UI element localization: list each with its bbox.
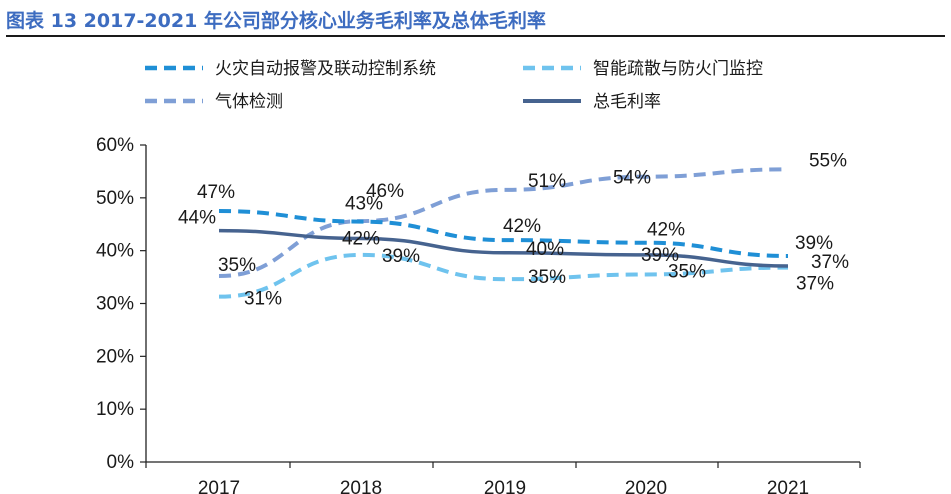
title-divider [6, 35, 945, 37]
y-tick-label: 20% [96, 346, 134, 367]
x-tick-label: 2021 [767, 478, 809, 494]
data-label: 40% [526, 239, 564, 260]
x-tick-label: 2020 [625, 478, 667, 494]
data-label: 35% [668, 261, 706, 282]
axes: 0% 10% 20% 30% 40% 50% 60% 2017 2018 2019 2020 2021 [96, 135, 861, 494]
data-label: 47% [197, 182, 235, 203]
data-label: 37% [811, 252, 849, 273]
y-tick-label: 40% [96, 241, 134, 262]
x-tick-label: 2019 [484, 478, 526, 494]
legend-label-0: 火灾自动报警及联动控制系统 [215, 59, 436, 79]
data-label: 39% [795, 233, 833, 254]
data-label: 46% [366, 181, 404, 202]
data-label: 42% [342, 229, 380, 250]
data-label: 31% [244, 289, 282, 310]
data-labels: 47%43%42% 42%39%31%39%35% 35%37%35%46% 51% 5… [178, 150, 849, 309]
y-tick-label: 30% [96, 294, 134, 315]
x-tick-label: 2017 [198, 478, 240, 494]
series-line-3 [218, 228, 789, 268]
y-tick-label: 10% [96, 399, 134, 420]
data-label: 55% [809, 150, 847, 171]
series-lines [218, 167, 789, 299]
series-line-1 [218, 252, 789, 299]
data-label: 43% [345, 194, 383, 215]
data-label: 42% [647, 220, 685, 241]
data-label: 54% [613, 168, 651, 189]
y-tick-label: 0% [107, 452, 135, 473]
figure-title: 图表 13 2017-2021 年公司部分核心业务毛利率及总体毛利率 [6, 10, 546, 32]
series-line-0 [218, 209, 789, 258]
series-line-2 [218, 167, 789, 279]
data-label: 51% [528, 171, 566, 192]
data-label: 35% [528, 267, 566, 288]
data-label: 37% [796, 274, 834, 295]
y-tick-label: 50% [96, 188, 134, 209]
data-label: 39% [641, 245, 679, 266]
data-label: 42% [503, 216, 541, 237]
data-label: 35% [218, 255, 256, 276]
legend-label-1: 智能疏散与防火门监控 [593, 59, 763, 79]
data-label: 39% [382, 246, 420, 267]
x-tick-label: 2018 [340, 478, 382, 494]
y-tick-label: 60% [96, 135, 134, 156]
legend-label-2: 气体检测 [215, 92, 283, 112]
legend-label-3: 总毛利率 [593, 92, 661, 112]
data-label: 44% [178, 208, 216, 229]
